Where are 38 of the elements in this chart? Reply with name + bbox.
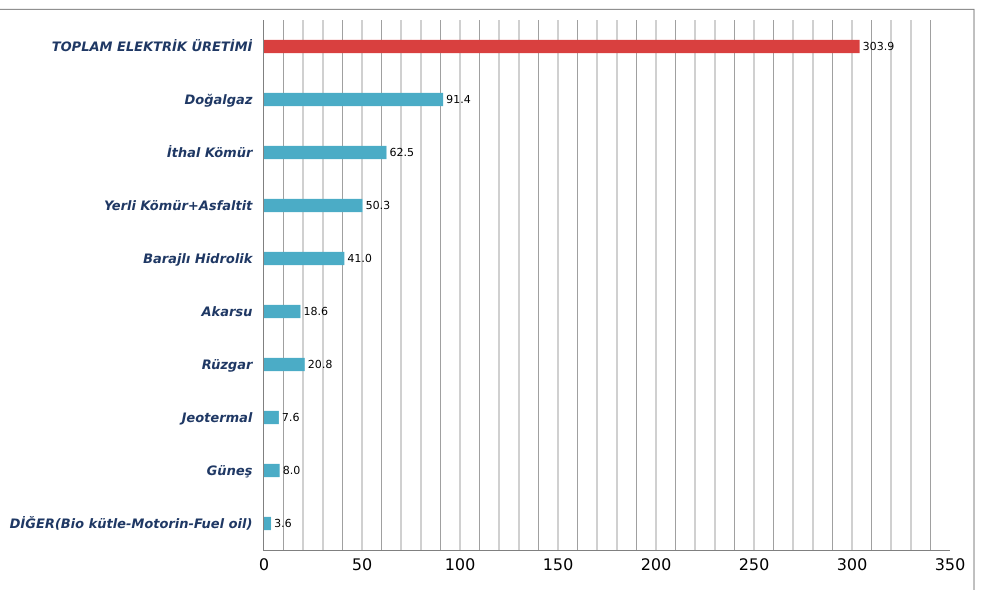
y-tick-label: Barajlı Hidrolik xyxy=(143,252,254,268)
bar xyxy=(264,146,386,160)
y-tick-label: Güneş xyxy=(206,464,253,480)
bar xyxy=(264,304,300,318)
x-tick-label: 300 xyxy=(836,555,868,574)
x-tick-label: 100 xyxy=(444,555,476,574)
y-tick-label: Jeotermal xyxy=(178,411,253,426)
bar xyxy=(264,464,280,478)
bar xyxy=(264,40,860,54)
y-tick-label: Doğalgaz xyxy=(184,93,253,108)
data-label: 303.9 xyxy=(862,40,894,54)
data-label: 91.4 xyxy=(446,93,471,106)
bar xyxy=(264,516,272,530)
data-label: 8.0 xyxy=(282,464,300,478)
y-tick-label: Akarsu xyxy=(200,305,252,320)
y-tick-label: Rüzgar xyxy=(202,358,254,374)
y-tick-label: TOPLAM ELEKTRİK ÜRETİMİ xyxy=(52,38,253,56)
bar xyxy=(264,92,444,106)
x-tick-label: 200 xyxy=(640,555,672,574)
data-label: 20.8 xyxy=(308,358,332,372)
data-label: 3.6 xyxy=(274,517,292,530)
data-label: 62.5 xyxy=(390,146,414,160)
y-tick-label: İthal Kömür xyxy=(166,144,254,162)
y-tick-label: Yerli Kömür+Asfaltit xyxy=(104,199,254,214)
data-label: 41.0 xyxy=(347,252,372,266)
bar xyxy=(264,358,305,372)
x-tick-label: 150 xyxy=(542,555,574,574)
bar xyxy=(264,198,363,212)
x-tick-label: 350 xyxy=(934,555,966,574)
bar xyxy=(264,252,344,266)
data-label: 7.6 xyxy=(282,411,300,424)
bar xyxy=(264,410,279,424)
x-tick-label: 50 xyxy=(352,555,372,574)
x-tick-label: 250 xyxy=(738,555,770,574)
y-tick-label: DİĞER(Bio kütle-Motorin-Fuel oil) xyxy=(10,515,252,532)
x-tick-label: 0 xyxy=(258,555,270,574)
data-label: 50.3 xyxy=(366,199,390,212)
data-label: 18.6 xyxy=(303,305,328,318)
